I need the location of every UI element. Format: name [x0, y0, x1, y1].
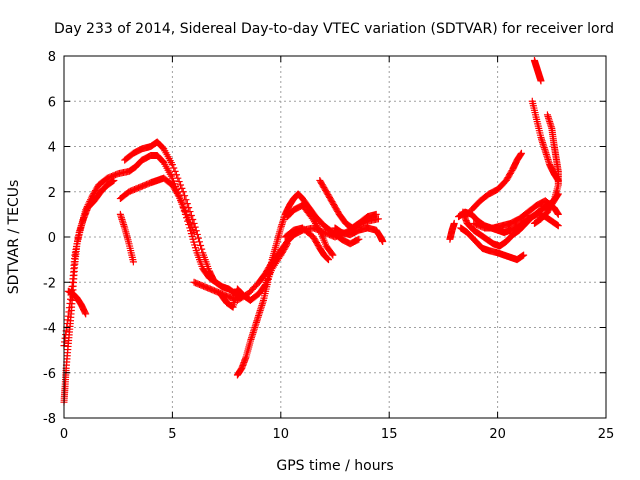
data-points	[60, 57, 562, 406]
data-point	[172, 171, 180, 179]
data-point	[110, 176, 118, 184]
y-tick-label: 0	[48, 231, 56, 246]
y-tick-label: 8	[48, 50, 56, 65]
series-seg-l	[316, 176, 380, 232]
data-point	[282, 241, 290, 249]
data-point	[324, 256, 332, 264]
series-seg-p	[457, 224, 528, 264]
data-point	[554, 210, 562, 218]
grid-layer	[64, 56, 606, 418]
data-point	[450, 219, 458, 227]
x-axis-label: GPS time / hours	[276, 458, 393, 474]
data-point	[174, 191, 182, 199]
data-point	[178, 184, 186, 192]
data-point	[187, 212, 195, 220]
data-point	[190, 219, 198, 227]
series-seg-j	[283, 201, 337, 259]
data-point	[554, 222, 562, 230]
y-tick-label: -8	[43, 412, 56, 427]
data-point	[82, 310, 90, 318]
data-point	[168, 161, 176, 169]
y-tick-label: -2	[43, 276, 56, 291]
series-seg-e	[121, 138, 218, 284]
series-seg-h	[216, 240, 291, 311]
axis-ticks: 0 5 10 15 20 25 -8 -6 -4 -2 0 2 4 6 8	[43, 50, 614, 442]
series-seg-i	[233, 190, 363, 379]
y-tick-label: -4	[43, 322, 56, 337]
y-tick-label: 6	[48, 95, 56, 110]
series-seg-n	[446, 219, 458, 243]
series-seg-m	[331, 224, 387, 246]
chart-title: Day 233 of 2014, Sidereal Day-to-day VTE…	[54, 21, 614, 37]
data-point	[197, 241, 205, 249]
data-point	[177, 181, 185, 189]
data-point	[315, 225, 323, 233]
y-tick-label: 2	[48, 186, 56, 201]
x-tick-label: 5	[168, 427, 176, 442]
series-seg-b	[60, 176, 118, 350]
data-point	[517, 149, 525, 157]
data-point	[158, 143, 166, 151]
data-point	[520, 251, 528, 259]
data-point	[530, 219, 538, 227]
data-point	[283, 240, 291, 248]
x-tick-label: 20	[489, 427, 506, 442]
data-point	[171, 167, 179, 175]
series-seg-d	[116, 210, 137, 266]
data-point	[210, 276, 218, 284]
data-point	[372, 210, 380, 218]
series-seg-c	[64, 287, 90, 318]
y-axis-label: SDTVAR / TECUs	[6, 180, 22, 295]
series-seg-r	[468, 149, 525, 214]
data-point	[170, 164, 178, 172]
data-point	[175, 178, 183, 186]
data-point	[379, 238, 387, 246]
y-tick-label: -6	[43, 367, 56, 382]
data-point	[328, 250, 336, 258]
x-tick-label: 25	[598, 427, 615, 442]
series-seg-v	[530, 111, 562, 227]
data-point	[174, 174, 182, 182]
data-point	[190, 228, 198, 236]
data-point	[179, 188, 187, 196]
data-point	[196, 238, 203, 246]
x-tick-label: 15	[381, 427, 398, 442]
data-point	[355, 235, 363, 243]
x-tick-label: 0	[60, 427, 68, 442]
series-seg-f	[116, 174, 198, 236]
series-seg-k	[281, 224, 332, 264]
x-tick-label: 10	[273, 427, 290, 442]
series-seg-s	[470, 197, 562, 232]
y-tick-label: 4	[48, 141, 56, 156]
data-point	[158, 157, 166, 165]
data-point	[194, 234, 202, 242]
series-seg-u	[530, 57, 545, 85]
data-point	[374, 215, 382, 223]
data-point	[198, 245, 206, 253]
data-point	[329, 251, 337, 259]
data-point	[537, 77, 545, 85]
data-point	[129, 258, 137, 266]
